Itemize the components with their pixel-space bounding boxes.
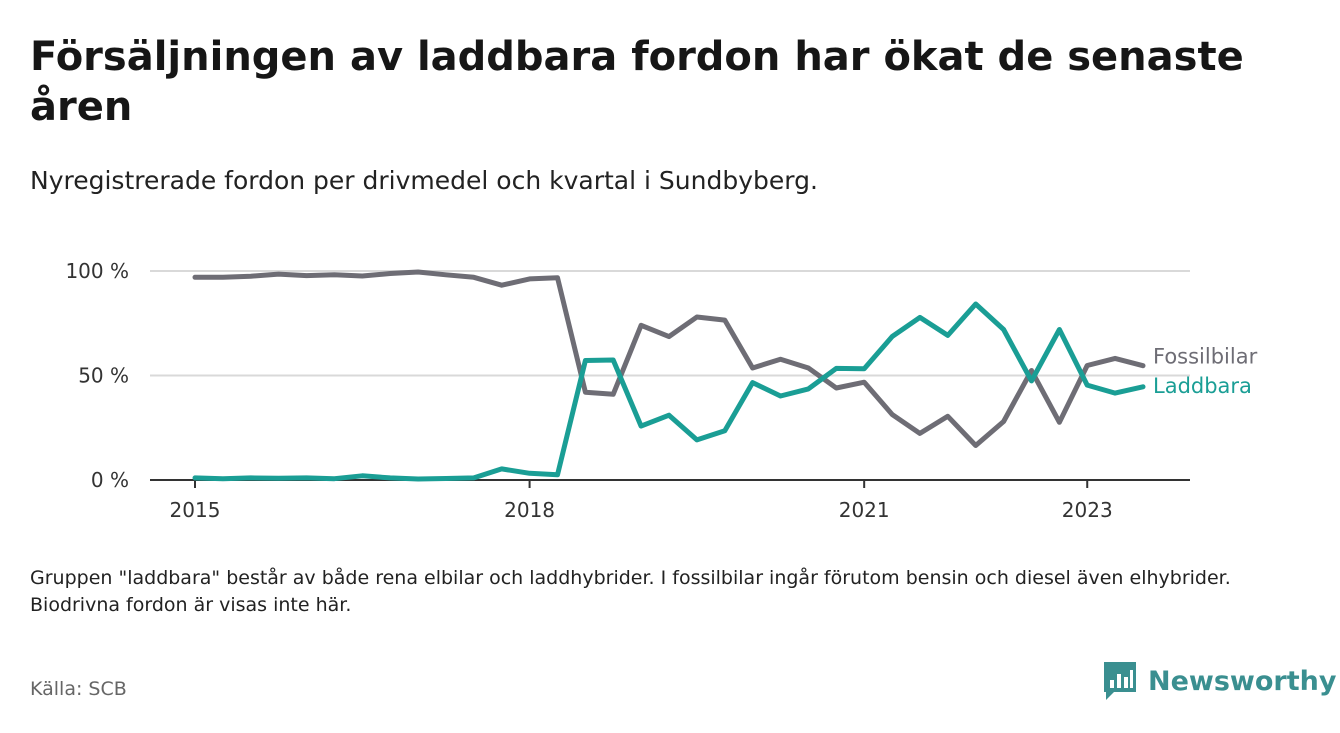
- series-label-laddbara: Laddbara: [1153, 374, 1252, 398]
- series-line-laddbara: [192, 301, 1146, 482]
- label-layer: 0 % 50 % 100 % 2015 2018 2021 2023 Fossilbilar L…: [65, 259, 1257, 522]
- y-tick-label: 100 %: [65, 259, 129, 283]
- brand-logo: Newsworthy: [1102, 660, 1336, 702]
- y-tick-label: 0 %: [91, 468, 129, 492]
- series-layer: [192, 269, 1146, 482]
- y-tick-label: 50 %: [78, 364, 129, 388]
- series-line-fossilbilar: [192, 269, 1146, 448]
- chart-subtitle: Nyregistrerade fordon per drivmedel och …: [30, 166, 818, 195]
- series-label-fossilbilar: Fossilbilar: [1153, 345, 1258, 369]
- x-tick-label: 2023: [1062, 498, 1113, 522]
- line-chart: 0 % 50 % 100 % 2015 2018 2021 2023 Fossilbilar L…: [65, 259, 1257, 522]
- newsworthy-logo-icon: [1104, 662, 1136, 700]
- chart-title: Försäljningen av laddbara fordon har öka…: [30, 34, 1244, 130]
- footnote: Gruppen "laddbara" består av både rena e…: [30, 567, 1231, 616]
- brand-name: Newsworthy: [1148, 665, 1337, 697]
- source-label: Källa: SCB: [30, 678, 127, 700]
- x-tick-label: 2021: [839, 498, 890, 522]
- x-tick-label: 2018: [504, 498, 555, 522]
- x-tick-label: 2015: [170, 498, 221, 522]
